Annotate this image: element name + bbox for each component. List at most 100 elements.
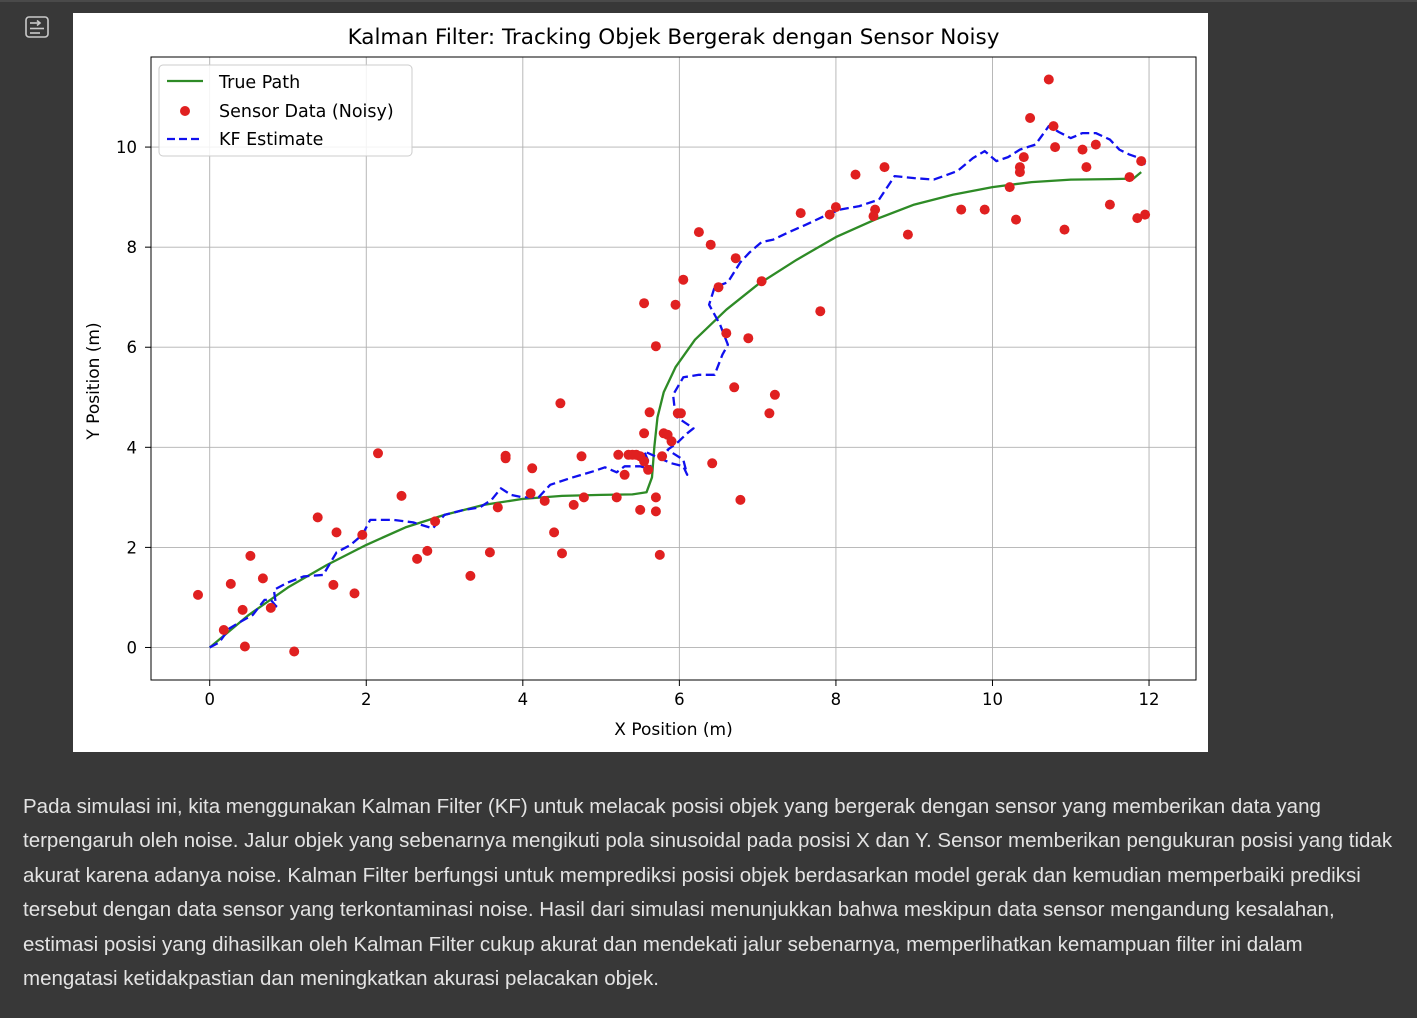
sensor-point — [578, 492, 589, 503]
sensor-point — [1043, 74, 1054, 85]
description-text: Pada simulasi ini, kita menggunakan Kalm… — [23, 795, 1393, 991]
sensor-point — [492, 502, 503, 513]
sensor-point — [613, 449, 624, 460]
sensor-point — [675, 408, 686, 419]
true-path-line — [208, 171, 1142, 649]
chart-title: Kalman Filter: Tracking Objek Bergerak d… — [348, 25, 1000, 50]
sensor-point — [1004, 182, 1015, 193]
legend-kf-label: KF Estimate — [219, 130, 323, 150]
sensor-point — [396, 490, 407, 501]
sensor-point — [1014, 167, 1025, 178]
sensor-point — [644, 407, 655, 418]
sensor-point — [693, 227, 704, 238]
sensor-point — [1077, 144, 1088, 155]
sensor-point — [764, 408, 775, 419]
sensor-point — [549, 527, 560, 538]
x-axis-label: X Position (m) — [614, 720, 732, 740]
output-collapse-icon[interactable] — [24, 14, 50, 40]
sensor-point — [639, 298, 650, 309]
sensor-point — [257, 573, 268, 584]
sensor-point — [902, 229, 913, 240]
y-tick-label: 4 — [127, 438, 138, 457]
sensor-point — [815, 306, 826, 317]
x-tick-label: 8 — [831, 690, 842, 709]
y-tick-label: 2 — [127, 538, 138, 557]
sensor-point — [611, 492, 622, 503]
legend-sensor-swatch — [180, 106, 190, 116]
legend-box — [158, 64, 413, 157]
sensor-point — [225, 578, 236, 589]
sensor-point — [555, 398, 566, 409]
sensor-point — [465, 570, 476, 581]
sensor-point — [484, 547, 495, 558]
y-tick-label: 8 — [127, 238, 138, 257]
sensor-point — [1059, 224, 1070, 235]
sensor-point — [576, 451, 587, 462]
sensor-point — [735, 494, 746, 505]
sensor-point — [721, 328, 732, 339]
output-collapse-icon-glyph — [25, 16, 49, 38]
sensor-point — [639, 428, 650, 439]
sensor-point — [331, 527, 342, 538]
sensor-point — [956, 204, 967, 215]
sensor-point — [654, 549, 665, 560]
chart-grid — [151, 57, 1196, 680]
sensor-point — [430, 516, 441, 527]
sensor-point — [527, 463, 538, 474]
sensor-point — [239, 641, 250, 652]
sensor-point — [539, 495, 550, 506]
sensor-point — [1011, 214, 1021, 225]
sensor-point — [525, 488, 536, 499]
sensor-point — [650, 492, 661, 503]
sensor-point — [635, 504, 646, 515]
sensor-point — [769, 389, 780, 400]
sensor-point — [670, 299, 681, 310]
sensor-point — [500, 450, 511, 461]
sensor-point — [650, 506, 661, 517]
y-tick-label: 10 — [116, 138, 137, 157]
x-tick-label: 10 — [982, 690, 1003, 709]
sensor-point — [568, 499, 579, 510]
sensor-point — [1048, 121, 1059, 132]
sensor-point — [328, 579, 339, 590]
legend-sensor-label: Sensor Data (Noisy) — [219, 102, 394, 122]
sensor-point — [1104, 199, 1115, 210]
sensor-point — [743, 333, 754, 344]
sensor-point — [1124, 172, 1135, 183]
sensor-point — [657, 451, 668, 462]
y-axis-label: Y Position (m) — [84, 322, 104, 440]
sensor-point — [245, 550, 256, 561]
sensor-point — [1025, 113, 1036, 123]
x-tick-label: 12 — [1139, 690, 1160, 709]
sensor-point — [795, 208, 806, 219]
legend: True Path Sensor Data (Noisy) KF Estimat… — [158, 64, 413, 157]
sensor-point — [824, 209, 835, 220]
sensor-point — [707, 458, 718, 469]
sensor-point — [1136, 156, 1147, 167]
x-tick-label: 4 — [518, 690, 529, 709]
x-tick-label: 6 — [674, 690, 685, 709]
sensor-point — [312, 512, 323, 523]
sensor-point — [650, 341, 661, 352]
legend-true-path-label: True Path — [218, 73, 300, 93]
sensor-point — [1090, 139, 1101, 150]
sensor-point — [979, 204, 990, 215]
sensor-point — [729, 382, 740, 393]
kalman-chart: 0 2 4 6 8 10 12 0 2 4 6 8 10 Kalman Filter: Tracking… — [84, 25, 1197, 740]
sensor-point — [1018, 152, 1029, 163]
sensor-point — [422, 545, 433, 556]
sensor-point — [619, 469, 630, 480]
chart-figure: 0 2 4 6 8 10 12 0 2 4 6 8 10 Kalman Filter: Tracking… — [73, 13, 1208, 752]
sensor-point — [1081, 162, 1092, 173]
sensor-point — [412, 553, 423, 564]
sensor-point — [289, 646, 300, 657]
sensor-point — [237, 604, 248, 615]
sensor-point — [713, 282, 724, 293]
sensor-point — [850, 169, 861, 180]
kf-estimate-line — [209, 124, 1146, 649]
sensor-point — [193, 589, 203, 600]
x-tick-label: 0 — [204, 690, 215, 709]
sensor-point — [756, 276, 767, 287]
y-tick-label: 6 — [127, 338, 138, 357]
sensor-point — [666, 436, 677, 447]
